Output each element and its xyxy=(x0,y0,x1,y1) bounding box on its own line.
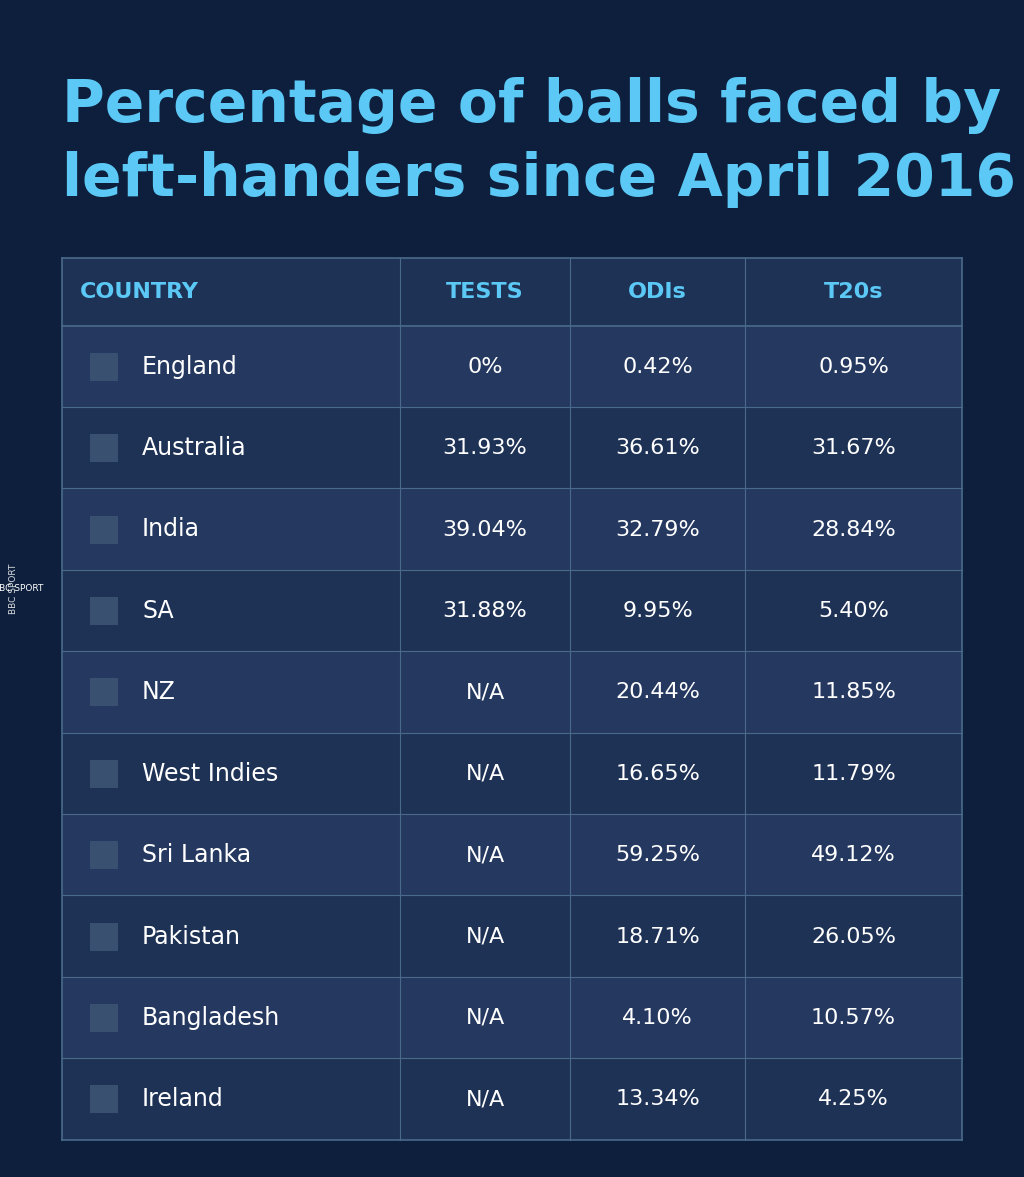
Text: N/A: N/A xyxy=(465,845,505,865)
Text: T20s: T20s xyxy=(823,282,884,302)
Text: 10.57%: 10.57% xyxy=(811,1008,896,1028)
Text: N/A: N/A xyxy=(465,1089,505,1109)
Text: SA: SA xyxy=(142,599,174,623)
Text: 26.05%: 26.05% xyxy=(811,926,896,946)
Text: N/A: N/A xyxy=(465,764,505,784)
Text: N/A: N/A xyxy=(465,926,505,946)
Text: England: England xyxy=(142,354,238,379)
Text: 13.34%: 13.34% xyxy=(615,1089,699,1109)
Text: 0%: 0% xyxy=(467,357,503,377)
Text: India: India xyxy=(142,518,200,541)
Text: Ireland: Ireland xyxy=(142,1088,224,1111)
Text: 59.25%: 59.25% xyxy=(615,845,700,865)
Text: Australia: Australia xyxy=(142,437,247,460)
Text: 16.65%: 16.65% xyxy=(615,764,700,784)
Text: 31.93%: 31.93% xyxy=(442,438,527,458)
Text: 0.42%: 0.42% xyxy=(623,357,693,377)
Text: 39.04%: 39.04% xyxy=(442,519,527,539)
Text: Percentage of balls faced by: Percentage of balls faced by xyxy=(62,77,1001,133)
Text: ODIs: ODIs xyxy=(628,282,687,302)
Text: BBC SPORT: BBC SPORT xyxy=(0,584,43,593)
Text: BBC SPORT: BBC SPORT xyxy=(9,564,18,613)
Text: 18.71%: 18.71% xyxy=(615,926,699,946)
Text: 11.85%: 11.85% xyxy=(811,683,896,703)
Text: 31.88%: 31.88% xyxy=(442,601,527,621)
Text: Bangladesh: Bangladesh xyxy=(142,1006,281,1030)
Text: 4.10%: 4.10% xyxy=(623,1008,693,1028)
Text: West Indies: West Indies xyxy=(142,762,279,786)
Text: 49.12%: 49.12% xyxy=(811,845,896,865)
Text: TESTS: TESTS xyxy=(446,282,524,302)
Text: Pakistan: Pakistan xyxy=(142,924,241,949)
Text: 28.84%: 28.84% xyxy=(811,519,896,539)
Text: 5.40%: 5.40% xyxy=(818,601,889,621)
Text: left-handers since April 2016: left-handers since April 2016 xyxy=(62,152,1016,208)
Text: 32.79%: 32.79% xyxy=(615,519,699,539)
Text: 36.61%: 36.61% xyxy=(615,438,699,458)
Text: 20.44%: 20.44% xyxy=(615,683,700,703)
Text: 11.79%: 11.79% xyxy=(811,764,896,784)
Text: 31.67%: 31.67% xyxy=(811,438,896,458)
Text: N/A: N/A xyxy=(465,1008,505,1028)
Text: 9.95%: 9.95% xyxy=(623,601,693,621)
Text: Sri Lanka: Sri Lanka xyxy=(142,843,251,867)
Text: N/A: N/A xyxy=(465,683,505,703)
Text: 0.95%: 0.95% xyxy=(818,357,889,377)
Text: COUNTRY: COUNTRY xyxy=(80,282,199,302)
Text: NZ: NZ xyxy=(142,680,176,704)
Text: 4.25%: 4.25% xyxy=(818,1089,889,1109)
